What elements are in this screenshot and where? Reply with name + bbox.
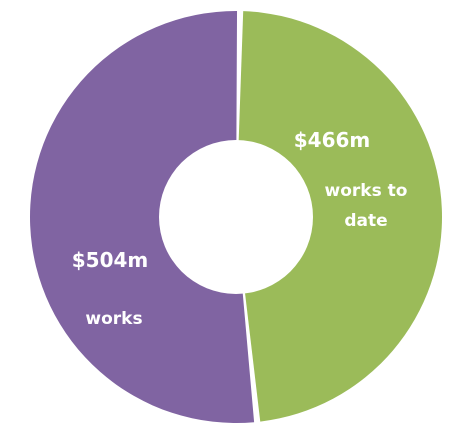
slice-description-line-1-works-to-date: works to	[325, 181, 408, 201]
label-group-works: $504m works	[72, 248, 149, 329]
slice-description-line-1-works: works	[85, 309, 142, 329]
slice-works-to-date	[236, 11, 443, 422]
slice-description-line-2-works-to-date: date	[344, 211, 387, 231]
slice-works	[29, 11, 255, 424]
label-group-works-to-date: $466m works to date	[294, 128, 408, 231]
slices-layer	[29, 11, 443, 424]
slice-value-label-works: $504m	[72, 248, 149, 272]
donut-hole	[159, 140, 313, 294]
slice-value-label-works-to-date: $466m	[294, 128, 371, 152]
